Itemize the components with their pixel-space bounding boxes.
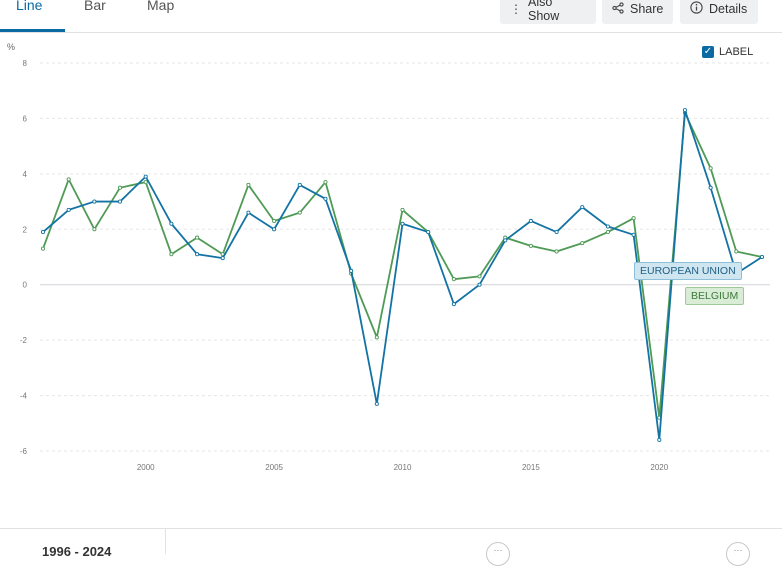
data-point[interactable]	[143, 180, 148, 185]
data-point[interactable]	[297, 210, 302, 215]
data-point[interactable]	[66, 207, 71, 212]
y-tick-label: -4	[20, 392, 28, 401]
y-axis-unit-label: %	[7, 42, 15, 52]
data-point[interactable]	[40, 246, 46, 251]
x-tick-label: 2000	[137, 463, 155, 472]
data-point[interactable]	[272, 227, 277, 232]
share-icon	[612, 1, 624, 17]
data-point[interactable]	[528, 218, 533, 224]
range-bar: 1996 - 2024 ··· ···	[0, 528, 782, 566]
range-divider	[165, 529, 166, 554]
x-tick-label: 2005	[265, 463, 283, 472]
chart-container: % 8 6 4 2 0 -2 -4 -6 2000 2005 2010 2015 2020	[0, 33, 782, 528]
data-point[interactable]	[349, 268, 354, 273]
data-point[interactable]	[451, 277, 456, 282]
label-toggle[interactable]: ✓ LABEL	[702, 46, 753, 58]
top-toolbar: Line Bar Map ⋮ Also Show Share Details	[0, 0, 782, 33]
data-point[interactable]	[759, 254, 765, 260]
x-tick-label: 2010	[394, 463, 412, 472]
data-point[interactable]	[297, 182, 302, 187]
y-tick-label: 0	[23, 281, 28, 290]
y-tick-label: -2	[20, 336, 28, 345]
share-label: Share	[630, 2, 664, 16]
data-point[interactable]	[40, 230, 46, 235]
x-tick-labels: 2000 2005 2010 2015 2020	[137, 463, 669, 472]
y-tick-label: -6	[20, 447, 28, 456]
data-point[interactable]	[580, 241, 585, 246]
data-point[interactable]	[528, 243, 533, 248]
data-point[interactable]	[503, 238, 508, 243]
info-icon	[690, 1, 703, 17]
data-point[interactable]	[426, 230, 431, 235]
data-point[interactable]	[195, 235, 200, 240]
data-point[interactable]	[323, 180, 328, 185]
data-point[interactable]	[400, 207, 405, 212]
data-point[interactable]	[169, 252, 174, 257]
data-point[interactable]	[708, 185, 713, 190]
data-point[interactable]	[374, 401, 379, 406]
checkbox-checked-icon[interactable]: ✓	[702, 46, 714, 58]
data-point[interactable]	[117, 185, 123, 190]
series-layer	[40, 108, 765, 442]
data-point[interactable]	[554, 249, 559, 254]
line-chart: % 8 6 4 2 0 -2 -4 -6 2000 2005 2010 2015 2020	[7, 42, 770, 472]
data-point[interactable]	[477, 282, 482, 287]
y-tick-label: 8	[23, 59, 28, 68]
range-start-handle[interactable]: ···	[486, 542, 510, 566]
tab-line[interactable]: Line	[16, 0, 43, 13]
data-point[interactable]	[631, 216, 636, 221]
data-point[interactable]	[451, 302, 456, 307]
data-point[interactable]	[708, 166, 713, 171]
range-label: 1996 - 2024	[42, 544, 112, 559]
tab-map[interactable]: Map	[147, 0, 175, 13]
tab-bar[interactable]: Bar	[84, 0, 106, 13]
details-label: Details	[709, 2, 748, 16]
data-point[interactable]	[220, 256, 225, 261]
data-point[interactable]	[605, 230, 610, 235]
label-toggle-text: LABEL	[719, 46, 754, 58]
data-point[interactable]	[272, 218, 277, 224]
data-point[interactable]	[195, 252, 200, 257]
data-point[interactable]	[657, 437, 662, 442]
series-tag-european-union: EUROPEAN UNION	[634, 262, 742, 280]
range-end-handle[interactable]: ···	[726, 542, 750, 566]
data-point[interactable]	[631, 232, 636, 237]
data-point[interactable]	[580, 205, 585, 210]
data-point[interactable]	[143, 174, 148, 179]
data-point[interactable]	[66, 177, 71, 182]
x-tick-label: 2020	[650, 463, 668, 472]
data-point[interactable]	[246, 182, 251, 187]
details-button[interactable]: Details	[680, 0, 758, 24]
also-show-label: Also Show	[528, 0, 560, 23]
data-point[interactable]	[477, 274, 482, 279]
data-point[interactable]	[682, 108, 688, 113]
y-tick-labels: 8 6 4 2 0 -2 -4 -6	[20, 59, 28, 456]
data-point[interactable]	[734, 249, 739, 254]
data-point[interactable]	[323, 196, 328, 201]
data-point[interactable]	[374, 335, 379, 340]
data-point[interactable]	[246, 210, 251, 215]
data-point[interactable]	[554, 230, 559, 235]
data-point[interactable]	[117, 199, 123, 204]
share-button[interactable]: Share	[602, 0, 673, 24]
data-point[interactable]	[400, 221, 405, 226]
y-tick-label: 4	[23, 170, 28, 179]
also-show-button[interactable]: ⋮ Also Show	[500, 0, 596, 24]
active-tab-indicator	[0, 29, 65, 32]
y-tick-label: 6	[23, 114, 28, 123]
series-tag-belgium: BELGIUM	[685, 287, 745, 305]
x-tick-label: 2015	[522, 463, 540, 472]
data-point[interactable]	[92, 227, 97, 232]
data-point[interactable]	[169, 221, 174, 226]
vertical-dots-icon: ⋮	[510, 2, 522, 16]
y-tick-label: 2	[23, 225, 28, 234]
data-point[interactable]	[92, 199, 97, 204]
data-point[interactable]	[605, 224, 610, 229]
